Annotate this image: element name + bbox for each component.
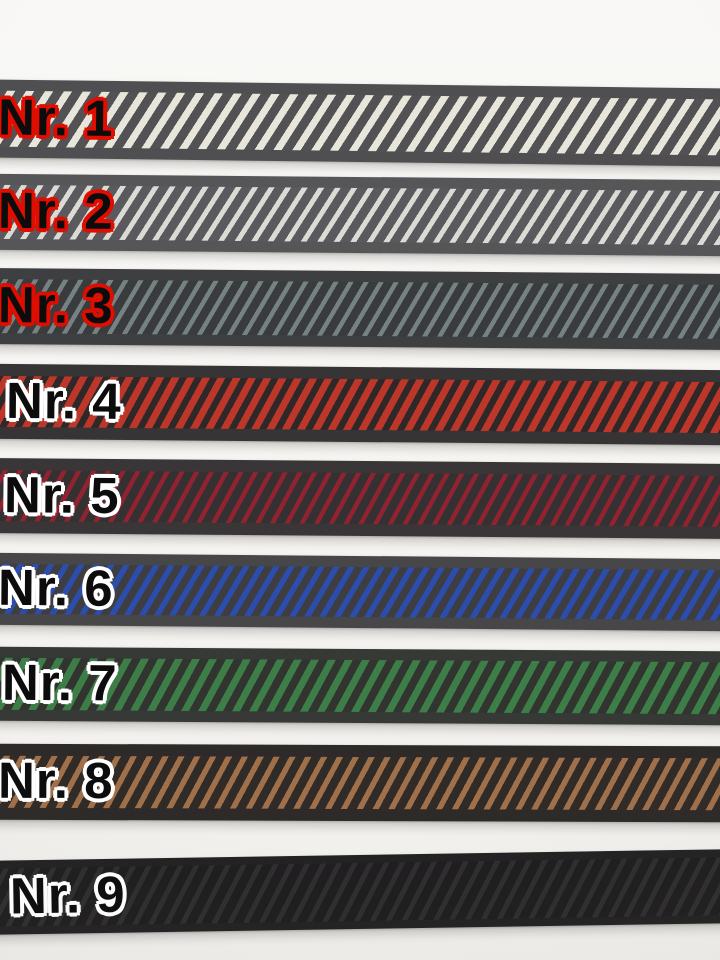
- ribbon: Nr. 3: [0, 268, 720, 350]
- ribbon-label: Nr. 4: [5, 371, 122, 430]
- ribbon: Nr. 5: [0, 458, 720, 539]
- ribbon: Nr. 2: [0, 173, 720, 257]
- ribbon: Nr. 9: [0, 849, 720, 935]
- ribbon-label: Nr. 2: [0, 181, 114, 240]
- ribbon-label: Nr. 1: [0, 88, 114, 147]
- ribbon-label: Nr. 8: [0, 751, 114, 810]
- ribbon: Nr. 1: [0, 79, 720, 167]
- ribbon-label: Nr. 5: [3, 465, 120, 524]
- ribbon-label: Nr. 6: [0, 558, 114, 617]
- ribbon: Nr. 4: [0, 363, 720, 446]
- ribbon-label: Nr. 3: [0, 276, 114, 335]
- ribbon-label: Nr. 7: [1, 653, 118, 712]
- ribbon: Nr. 8: [0, 743, 720, 823]
- ribbon: Nr. 6: [0, 552, 720, 632]
- ribbon: Nr. 7: [0, 646, 720, 726]
- ribbon-label: Nr. 9: [9, 865, 127, 925]
